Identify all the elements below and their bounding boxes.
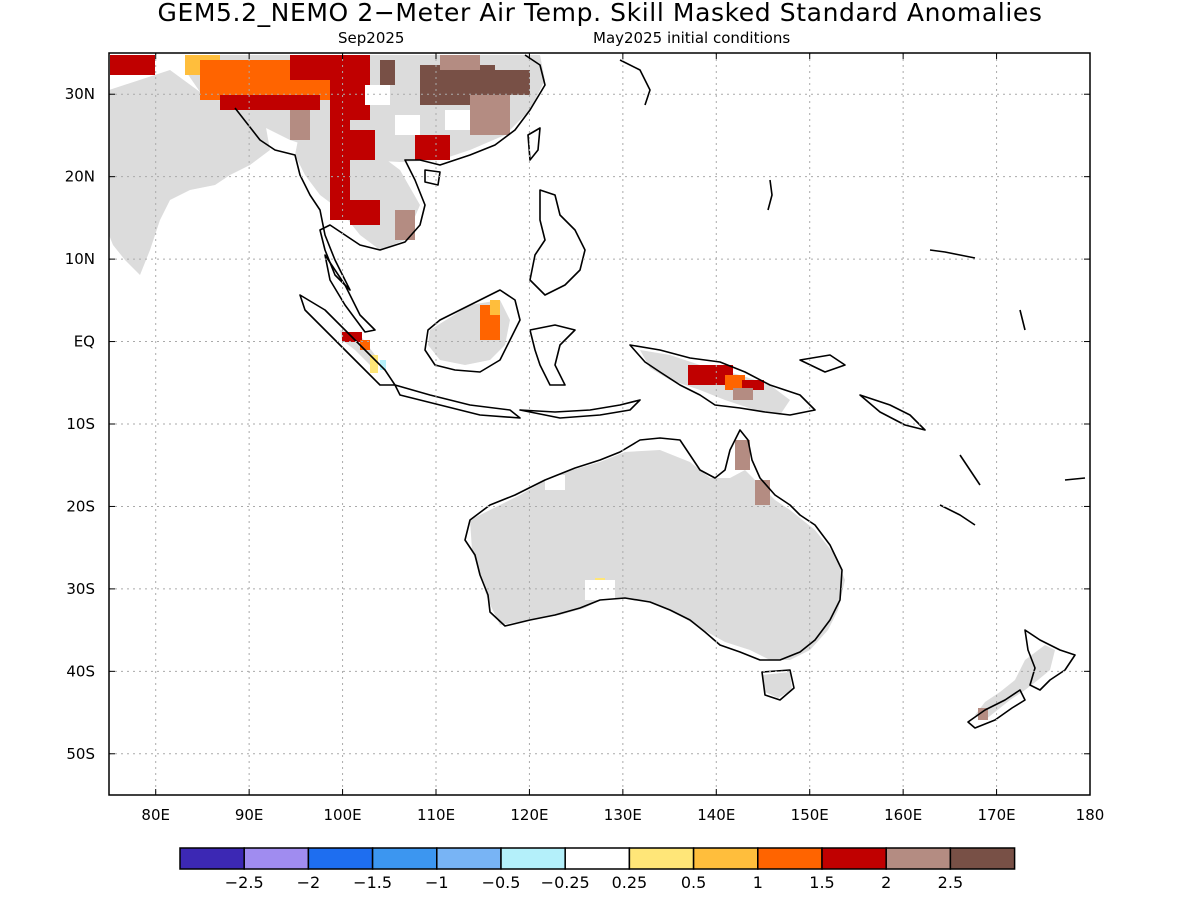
colorbar-swatch bbox=[179, 847, 245, 870]
anomaly-cells bbox=[110, 55, 988, 720]
lat-tick-label: 30S bbox=[66, 580, 95, 598]
lat-tick-label: 20N bbox=[65, 168, 95, 186]
lat-tick-label: EQ bbox=[74, 333, 95, 351]
forecast-month: Sep2025 bbox=[338, 29, 405, 47]
colorbar-swatch bbox=[757, 847, 823, 870]
colorbar-label: −0.25 bbox=[541, 873, 590, 892]
lon-tick-label: 130E bbox=[604, 806, 642, 824]
colorbar-label: −2.5 bbox=[225, 873, 264, 892]
lon-tick-label: 100E bbox=[324, 806, 362, 824]
lon-tick-label: 180 bbox=[1076, 806, 1105, 824]
lon-tick-label: 160E bbox=[884, 806, 922, 824]
lat-tick-label: 30N bbox=[65, 85, 95, 103]
lat-tick-label: 40S bbox=[66, 662, 95, 680]
colorbar-label: 2 bbox=[881, 873, 891, 892]
lat-tick-label: 10S bbox=[66, 415, 95, 433]
lon-tick-label: 150E bbox=[791, 806, 829, 824]
colorbar-swatch bbox=[500, 847, 566, 870]
colorbar-swatch bbox=[564, 847, 631, 870]
colorbar-swatch bbox=[436, 847, 502, 870]
lon-tick-label: 170E bbox=[978, 806, 1016, 824]
longitude-axis: 80E 90E 100E 110E 120E 130E 140E 150E 160E 170E 18… bbox=[141, 53, 1104, 824]
lon-tick-label: 110E bbox=[417, 806, 455, 824]
lon-tick-label: 120E bbox=[510, 806, 548, 824]
colorbar-label: −0.5 bbox=[482, 873, 521, 892]
colorbar-swatch bbox=[307, 847, 374, 870]
colorbar-swatch bbox=[821, 847, 887, 870]
lon-tick-label: 80E bbox=[141, 806, 170, 824]
masked-regions bbox=[109, 55, 1055, 720]
neutral-patches bbox=[365, 85, 615, 600]
map-title: GEM5.2_NEMO 2−Meter Air Temp. Skill Mask… bbox=[157, 0, 1043, 27]
latitude-axis: 30N 20N 10N EQ 10S 20S 30S 40S 50S bbox=[65, 85, 1090, 763]
colorbar: −2.5 −2 −1.5 −1 −0.5 −0.25 0.25 0.5 1 1.5 2 2.5 bbox=[179, 847, 1016, 892]
lat-tick-label: 20S bbox=[66, 497, 95, 515]
map-area bbox=[109, 54, 1086, 729]
lat-tick-label: 50S bbox=[66, 745, 95, 763]
colorbar-label: 1.5 bbox=[809, 873, 834, 892]
colorbar-label: −2 bbox=[297, 873, 321, 892]
lon-tick-label: 140E bbox=[697, 806, 735, 824]
colorbar-label: 0.5 bbox=[681, 873, 706, 892]
colorbar-swatch bbox=[949, 847, 1016, 870]
colorbar-label: 0.25 bbox=[612, 873, 648, 892]
colorbar-swatch bbox=[628, 847, 695, 870]
lon-tick-label: 90E bbox=[235, 806, 264, 824]
graticule bbox=[109, 53, 1091, 795]
coastlines bbox=[234, 54, 1086, 729]
colorbar-swatch bbox=[243, 847, 310, 870]
colorbar-swatch bbox=[692, 847, 759, 870]
colorbar-label: 2.5 bbox=[938, 873, 963, 892]
initial-conditions: May2025 initial conditions bbox=[593, 29, 791, 47]
colorbar-swatch bbox=[885, 847, 952, 870]
colorbar-swatch bbox=[371, 847, 438, 870]
colorbar-label: −1 bbox=[425, 873, 449, 892]
colorbar-label: 1 bbox=[753, 873, 763, 892]
colorbar-label: −1.5 bbox=[353, 873, 392, 892]
map-frame bbox=[108, 52, 1091, 796]
lat-tick-label: 10N bbox=[65, 250, 95, 268]
